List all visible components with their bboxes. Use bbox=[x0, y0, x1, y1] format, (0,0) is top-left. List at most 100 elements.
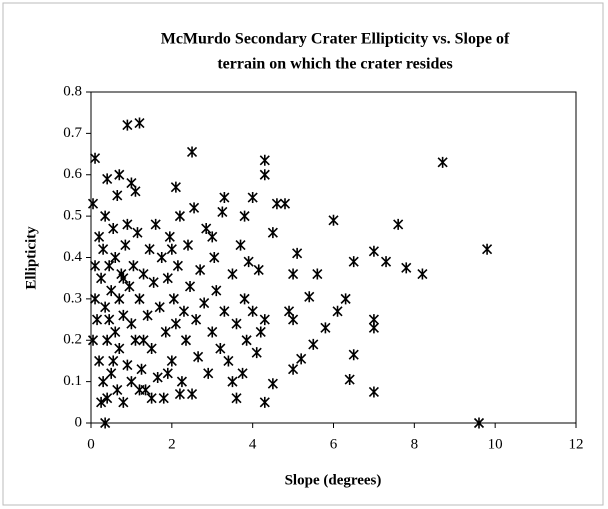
point bbox=[267, 227, 278, 239]
point bbox=[138, 334, 149, 346]
point bbox=[130, 185, 141, 197]
point bbox=[195, 264, 206, 276]
point bbox=[482, 243, 493, 255]
point bbox=[170, 181, 181, 193]
point bbox=[146, 343, 157, 355]
point bbox=[124, 280, 135, 292]
point bbox=[112, 384, 123, 396]
point bbox=[231, 392, 242, 404]
chart-title: McMurdo Secondary Crater Ellipticity vs.… bbox=[161, 31, 510, 48]
y-tick-label: 0.8 bbox=[63, 83, 82, 99]
point bbox=[255, 326, 266, 338]
point bbox=[130, 334, 141, 346]
point bbox=[279, 198, 291, 210]
point bbox=[110, 252, 121, 263]
point bbox=[168, 293, 179, 305]
point bbox=[170, 318, 181, 330]
point bbox=[401, 262, 412, 274]
point bbox=[271, 198, 282, 210]
point bbox=[304, 291, 315, 303]
point bbox=[98, 376, 109, 388]
point bbox=[164, 231, 175, 243]
point bbox=[239, 210, 250, 222]
point bbox=[102, 334, 113, 346]
point bbox=[186, 388, 198, 400]
point bbox=[162, 272, 173, 284]
point bbox=[259, 169, 270, 181]
point bbox=[174, 210, 185, 222]
point bbox=[166, 243, 177, 255]
point bbox=[473, 417, 485, 429]
point bbox=[237, 367, 248, 379]
point bbox=[160, 326, 171, 338]
point bbox=[114, 293, 125, 305]
point bbox=[178, 305, 190, 317]
point bbox=[344, 374, 355, 386]
point bbox=[227, 268, 238, 280]
point bbox=[87, 198, 99, 210]
point bbox=[152, 371, 163, 383]
point bbox=[176, 376, 188, 388]
point bbox=[134, 117, 145, 129]
point bbox=[114, 169, 125, 181]
point bbox=[154, 301, 165, 313]
point bbox=[134, 384, 145, 396]
point bbox=[211, 285, 222, 297]
point bbox=[87, 334, 99, 346]
point bbox=[162, 367, 173, 379]
y-tick-label: 0.5 bbox=[63, 208, 82, 224]
point bbox=[288, 363, 299, 375]
y-tick-label: 0.2 bbox=[63, 332, 82, 348]
point bbox=[199, 297, 210, 309]
point bbox=[193, 351, 204, 363]
point bbox=[172, 260, 183, 272]
point bbox=[201, 223, 212, 235]
point bbox=[217, 206, 228, 218]
point bbox=[259, 154, 270, 166]
point bbox=[91, 314, 103, 326]
x-tick-label: 12 bbox=[569, 436, 584, 452]
point bbox=[102, 173, 113, 185]
point bbox=[174, 388, 185, 400]
point bbox=[122, 119, 133, 131]
point bbox=[219, 305, 230, 317]
x-tick-label: 4 bbox=[249, 436, 257, 452]
point bbox=[108, 223, 119, 235]
point bbox=[215, 343, 226, 355]
point bbox=[144, 243, 155, 255]
point bbox=[100, 210, 111, 222]
y-tick-label: 0.4 bbox=[63, 249, 82, 265]
point bbox=[126, 318, 137, 330]
point bbox=[122, 359, 133, 371]
x-axis-label: Slope (degrees) bbox=[285, 472, 382, 488]
y-tick-label: 0.3 bbox=[63, 290, 82, 306]
point bbox=[118, 272, 129, 284]
point bbox=[156, 252, 167, 263]
point bbox=[118, 309, 129, 321]
x-tick-label: 10 bbox=[488, 436, 503, 452]
point bbox=[150, 218, 161, 230]
point bbox=[100, 417, 111, 429]
chart-title: terrain on which the crater resides bbox=[217, 56, 452, 73]
point bbox=[186, 146, 198, 158]
point bbox=[110, 326, 121, 338]
point bbox=[308, 338, 319, 350]
point bbox=[332, 305, 343, 317]
point bbox=[209, 252, 220, 263]
point bbox=[100, 301, 111, 313]
point bbox=[132, 227, 143, 239]
y-tick-label: 0.7 bbox=[63, 125, 82, 141]
point bbox=[108, 355, 119, 367]
point bbox=[138, 268, 149, 280]
point bbox=[106, 367, 117, 379]
point bbox=[180, 334, 192, 346]
point bbox=[348, 256, 359, 268]
point bbox=[393, 218, 404, 230]
point bbox=[328, 214, 339, 226]
point bbox=[104, 260, 115, 272]
point bbox=[94, 355, 105, 367]
point bbox=[96, 396, 107, 408]
y-tick-label: 0 bbox=[75, 414, 83, 430]
point bbox=[241, 334, 252, 346]
